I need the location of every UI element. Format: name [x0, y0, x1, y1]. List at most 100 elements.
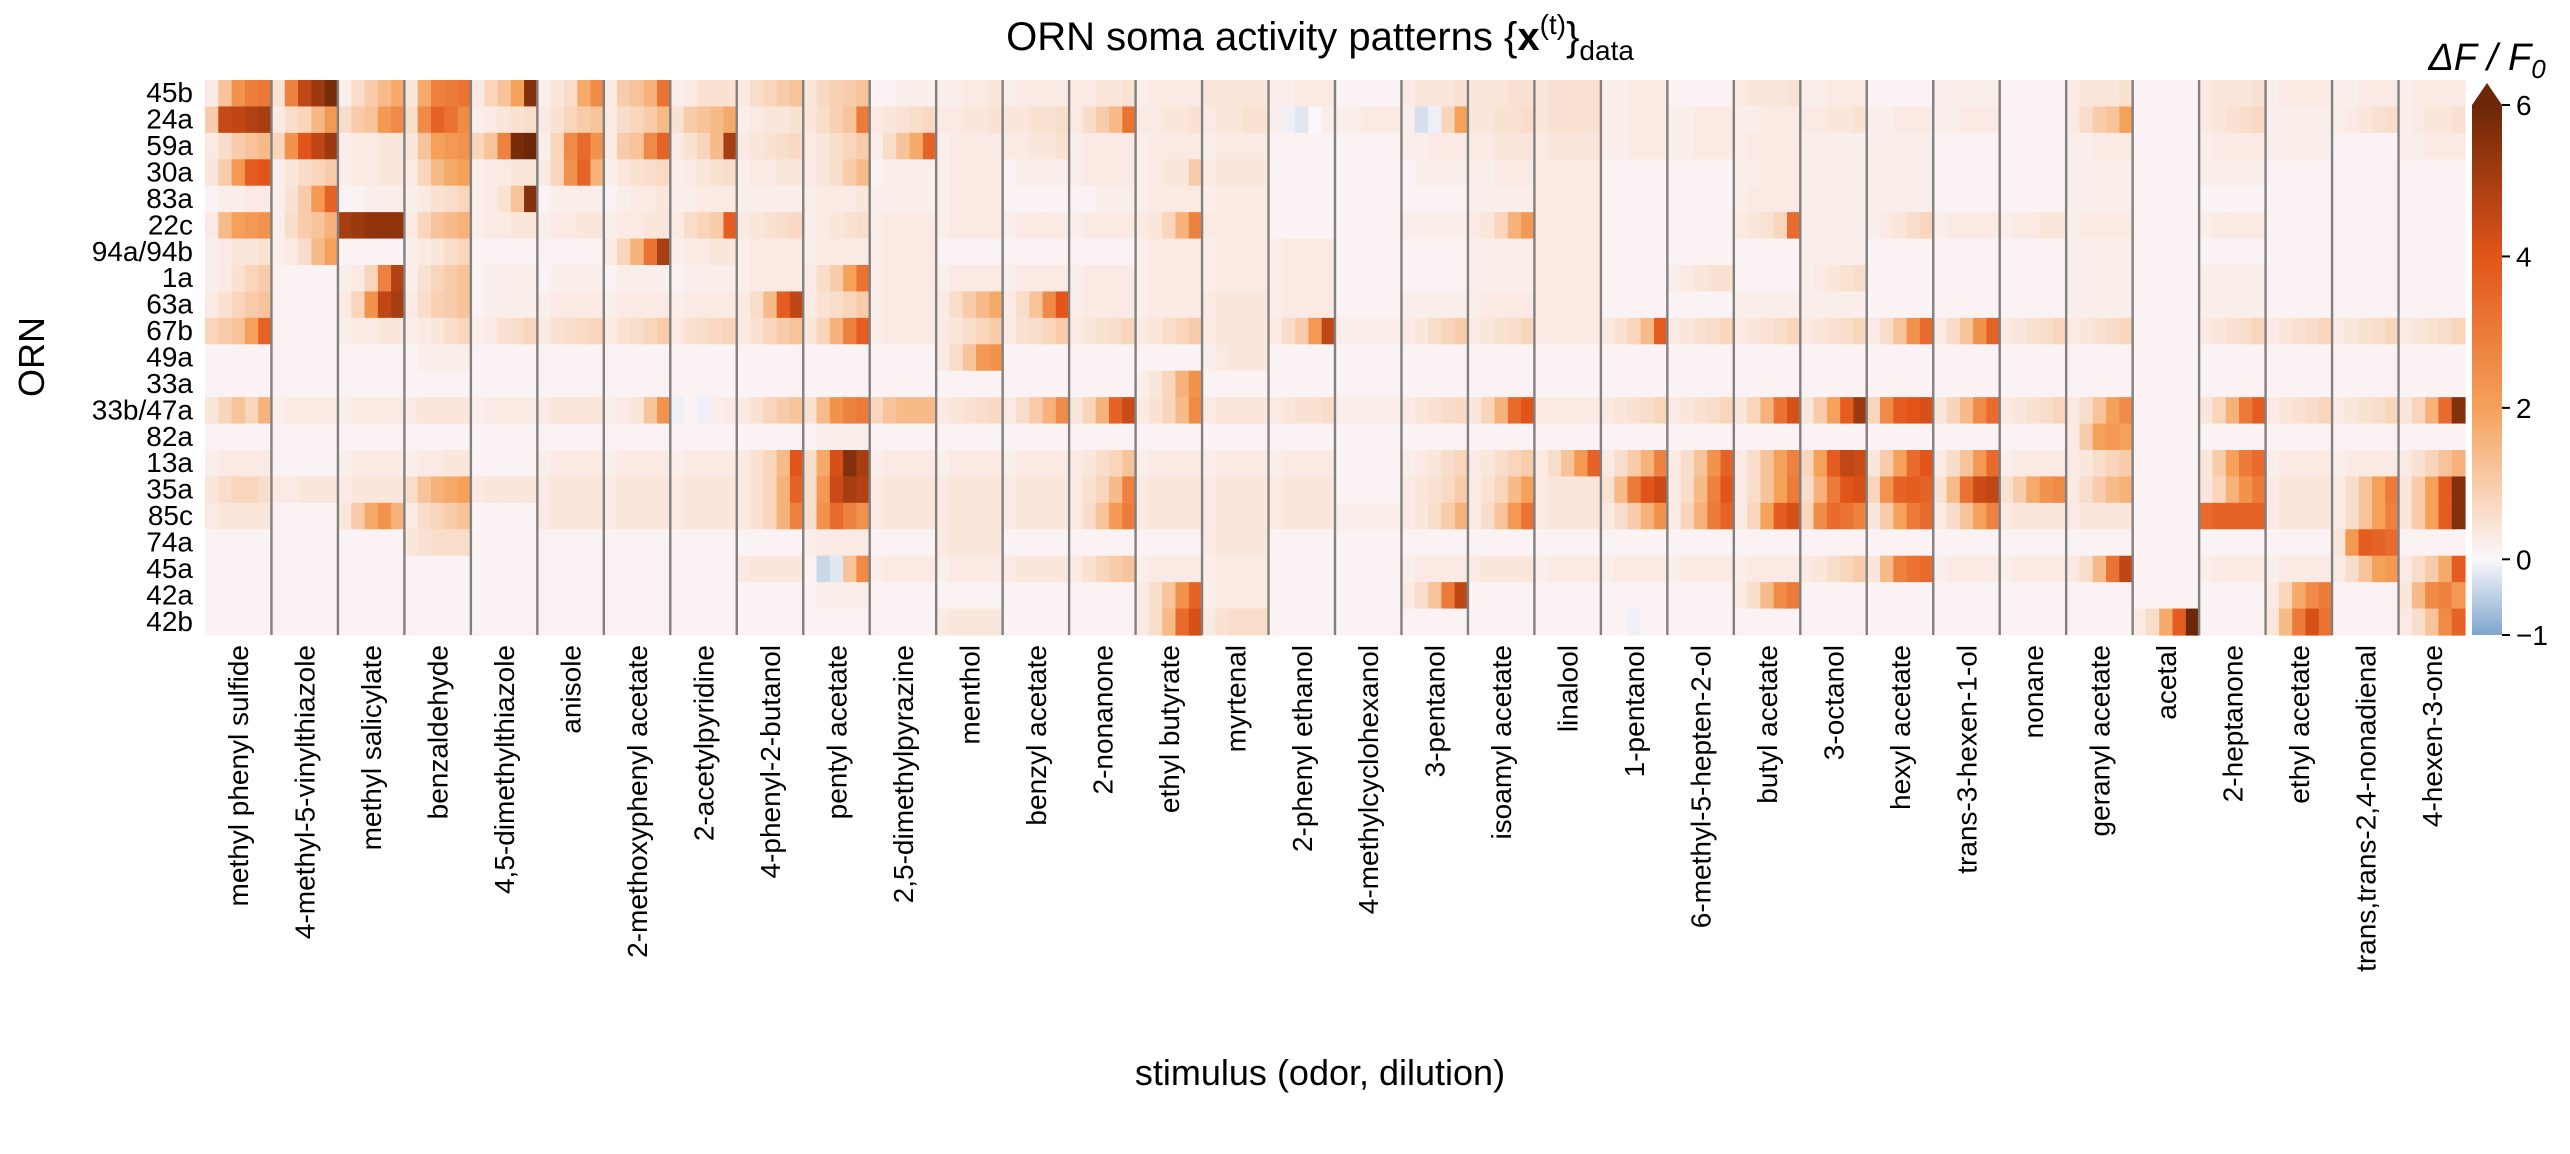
- heatmap-cell: [2318, 423, 2333, 451]
- heatmap-cell: [1002, 265, 1017, 293]
- odor-column-label: anisole: [556, 645, 587, 734]
- heatmap-cell: [1122, 238, 1137, 266]
- heatmap-cell: [710, 185, 725, 213]
- heatmap-cell: [750, 582, 764, 610]
- heatmap-cell: [1029, 476, 1044, 504]
- heatmap-cell: [710, 106, 725, 134]
- heatmap-cell: [417, 344, 432, 372]
- heatmap-cell: [710, 291, 725, 319]
- heatmap-cell: [1388, 555, 1403, 583]
- heatmap-cell: [2371, 370, 2386, 398]
- heatmap-cell: [1255, 608, 1270, 636]
- heatmap-cell: [2345, 397, 2360, 425]
- heatmap-cell: [1840, 476, 1855, 504]
- heatmap-cell: [976, 185, 990, 213]
- heatmap-cell: [1388, 212, 1403, 240]
- heatmap-cell: [1082, 317, 1097, 345]
- heatmap-cell: [1414, 397, 1429, 425]
- heatmap-cell: [1481, 106, 1496, 134]
- heatmap-cell: [1853, 608, 1868, 636]
- heatmap-cell: [590, 80, 605, 108]
- heatmap-cell: [1095, 106, 1110, 134]
- heatmap-cell: [364, 238, 379, 266]
- heatmap-cell: [989, 185, 1004, 213]
- heatmap-cell: [1534, 344, 1549, 372]
- heatmap-cell: [1148, 608, 1163, 636]
- heatmap-cell: [1401, 159, 1416, 187]
- heatmap-cell: [497, 450, 512, 478]
- heatmap-cell: [1295, 238, 1310, 266]
- heatmap-cell: [1866, 450, 1881, 478]
- heatmap-cell: [1760, 450, 1775, 478]
- orn-row-label: 13a: [146, 447, 193, 478]
- heatmap-cell: [843, 397, 858, 425]
- orn-row-label: 45a: [146, 553, 193, 584]
- heatmap-cell: [829, 185, 844, 213]
- heatmap-cell: [1374, 608, 1389, 636]
- heatmap-cell: [2239, 159, 2253, 187]
- heatmap-cell: [391, 529, 406, 557]
- heatmap-cell: [1361, 450, 1376, 478]
- heatmap-cell: [2292, 185, 2307, 213]
- heatmap-cell: [776, 555, 791, 583]
- heatmap-cell: [2411, 502, 2426, 530]
- heatmap-cell: [1281, 608, 1296, 636]
- heatmap-cell: [1999, 608, 2014, 636]
- heatmap-cell: [2212, 450, 2227, 478]
- heatmap-cell: [1773, 132, 1788, 160]
- heatmap-cell: [1561, 344, 1575, 372]
- heatmap-cell: [1747, 582, 1762, 610]
- heatmap-cell: [949, 80, 964, 108]
- heatmap-cell: [298, 212, 312, 240]
- heatmap-cell: [431, 291, 445, 319]
- heatmap-cell: [1082, 608, 1097, 636]
- heatmap-cell: [2092, 80, 2107, 108]
- heatmap-cell: [1893, 344, 1908, 372]
- heatmap-cell: [936, 555, 951, 583]
- heatmap-cell: [431, 159, 445, 187]
- heatmap-cell: [231, 159, 246, 187]
- heatmap-cell: [391, 106, 406, 134]
- heatmap-cell: [603, 529, 618, 557]
- heatmap-cell: [417, 185, 432, 213]
- heatmap-cell: [603, 212, 618, 240]
- heatmap-cell: [1800, 132, 1815, 160]
- heatmap-cell: [949, 370, 964, 398]
- heatmap-cell: [1614, 212, 1629, 240]
- heatmap-cell: [1507, 238, 1522, 266]
- heatmap-cell: [2345, 238, 2360, 266]
- heatmap-cell: [936, 212, 951, 240]
- heatmap-cell: [1720, 450, 1735, 478]
- heatmap-cell: [2026, 529, 2041, 557]
- heatmap-cell: [2026, 608, 2041, 636]
- heatmap-cell: [1215, 80, 1230, 108]
- heatmap-cell: [550, 265, 565, 293]
- odor-column-label: benzaldehyde: [423, 645, 454, 819]
- heatmap-cell: [2145, 370, 2160, 398]
- heatmap-cell: [284, 423, 299, 451]
- heatmap-cell: [2052, 317, 2067, 345]
- heatmap-cell: [1946, 185, 1961, 213]
- heatmap-cell: [2079, 555, 2094, 583]
- heatmap-cell: [1228, 582, 1243, 610]
- heatmap-cell: [617, 238, 632, 266]
- heatmap-cell: [2265, 608, 2280, 636]
- heatmap-cell: [284, 238, 299, 266]
- heatmap-cell: [404, 397, 419, 425]
- heatmap-cell: [1481, 529, 1496, 557]
- heatmap-cell: [1534, 265, 1549, 293]
- heatmap-cell: [1973, 608, 1988, 636]
- heatmap-cell: [2092, 476, 2107, 504]
- heatmap-cell: [2119, 159, 2134, 187]
- heatmap-cell: [1321, 80, 1336, 108]
- heatmap-cell: [1268, 608, 1283, 636]
- heatmap-cell: [1680, 529, 1695, 557]
- heatmap-cell: [258, 555, 273, 583]
- heatmap-cell: [1467, 502, 1482, 530]
- heatmap-cell: [1202, 397, 1216, 425]
- heatmap-cell: [856, 291, 871, 319]
- orn-row-label: 33b/47a: [92, 394, 194, 425]
- heatmap-cell: [431, 529, 445, 557]
- heatmap-cell: [1109, 555, 1123, 583]
- heatmap-cell: [909, 132, 924, 160]
